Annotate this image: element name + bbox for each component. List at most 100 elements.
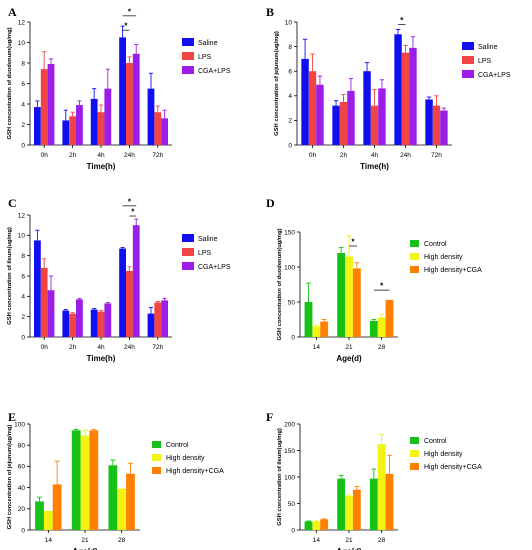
panel-letter: C	[8, 196, 17, 210]
panel-letter: E	[8, 410, 16, 424]
bar	[90, 98, 98, 145]
bar	[369, 478, 378, 530]
bar	[147, 313, 155, 337]
y-axis-label: GSH concentration of jejunum(ug/mg)	[274, 31, 280, 136]
y-tick-label: 80	[18, 443, 26, 450]
y-tick-label: 2	[288, 118, 292, 125]
legend-swatch	[182, 38, 194, 46]
bar	[119, 37, 126, 145]
y-tick-label: 6	[21, 273, 25, 280]
legend-swatch	[410, 266, 419, 273]
y-tick-label: 200	[284, 421, 295, 428]
panel-letter: A	[8, 5, 17, 19]
panel-b: B 0 2 4 6 8 10 GSH concentration of jejunum(ug/…	[266, 5, 511, 171]
x-tick-label: 24h	[124, 152, 135, 159]
legend-swatch	[410, 450, 419, 457]
significance-star: *	[131, 208, 135, 217]
y-tick-label: 60	[18, 464, 26, 471]
y-tick-label: 10	[18, 40, 26, 47]
y-tick-label: 40	[18, 485, 26, 492]
y-axis-label: GSH concentration of duodenum(ug/mg)	[7, 27, 13, 139]
significance-star: *	[351, 238, 355, 247]
y-tick-label: 50	[288, 501, 296, 508]
y-tick-label: 4	[288, 93, 292, 100]
legend-swatch	[410, 463, 419, 470]
panel-letter: F	[266, 410, 273, 424]
x-tick-label: 24h	[400, 152, 411, 159]
y-axis-label: GSH concentration of ileum(ug/mg)	[277, 428, 283, 526]
bar	[33, 240, 41, 337]
bar	[76, 299, 83, 337]
bar	[347, 90, 355, 145]
legend-swatch	[182, 52, 194, 60]
legend-label: High density+CGA	[166, 468, 224, 475]
legend-swatch	[152, 454, 161, 461]
legend-swatch	[462, 56, 474, 64]
panel-letter: D	[266, 196, 275, 210]
bar	[71, 430, 81, 530]
x-tick-label: 14	[313, 537, 321, 544]
x-tick-label: 0h	[41, 152, 49, 159]
bar	[401, 52, 410, 145]
legend-swatch	[182, 234, 194, 242]
bar	[337, 253, 346, 337]
y-tick-label: 6	[21, 81, 25, 88]
y-tick-label: 0	[288, 142, 292, 149]
bar	[90, 309, 98, 337]
legend-label: Saline	[198, 40, 218, 47]
legend-swatch	[182, 248, 194, 256]
bar	[35, 501, 44, 530]
y-tick-label: 2	[21, 314, 25, 321]
x-tick-label: 14	[313, 344, 321, 351]
y-tick-label: 10	[18, 233, 26, 240]
bar	[308, 71, 317, 145]
legend-label: LPS	[478, 58, 492, 65]
legend-label: CGA+LPS	[198, 68, 231, 75]
significance-star: *	[380, 282, 384, 291]
x-tick-label: 72h	[152, 152, 163, 159]
y-tick-label: 20	[18, 506, 26, 513]
bar	[104, 88, 112, 145]
x-axis-label: Age(d)	[336, 354, 362, 363]
bar	[425, 99, 433, 145]
y-tick-label: 8	[21, 253, 25, 260]
y-tick-label: 0	[291, 527, 295, 534]
bar	[339, 101, 348, 145]
x-axis-label: Age(d)	[72, 547, 98, 550]
legend-label: Saline	[198, 236, 218, 243]
bar	[147, 88, 155, 145]
legend-label: Saline	[478, 44, 498, 51]
x-tick-label: 24h	[124, 344, 135, 351]
bar	[337, 478, 346, 530]
bar	[117, 488, 127, 530]
bar	[440, 110, 448, 145]
x-tick-label: 28	[378, 537, 386, 544]
bar	[345, 256, 353, 337]
y-axis-label: GSH concentration of jejunum(ug/mg)	[7, 425, 13, 530]
y-tick-label: 8	[21, 60, 25, 67]
legend-swatch	[182, 66, 194, 74]
bar	[316, 84, 324, 145]
bar	[97, 311, 105, 337]
bar	[394, 34, 402, 145]
x-tick-label: 14	[45, 537, 53, 544]
bar	[43, 510, 53, 530]
x-axis-label: Age(d)	[336, 547, 362, 550]
bar	[409, 47, 417, 145]
x-axis-label: Time(h)	[87, 162, 116, 171]
panel-letter: B	[266, 5, 274, 19]
bar	[432, 105, 441, 145]
bar	[161, 118, 169, 145]
bar	[104, 303, 112, 337]
bar	[52, 484, 62, 530]
legend-swatch	[152, 441, 161, 448]
legend-label: LPS	[198, 250, 212, 257]
significance-star: *	[128, 7, 132, 16]
x-tick-label: 4h	[97, 344, 105, 351]
bar	[301, 58, 309, 145]
bar	[125, 63, 133, 145]
x-tick-label: 72h	[431, 152, 442, 159]
legend-label: High density	[424, 254, 463, 261]
bar	[69, 313, 77, 337]
significance-star: *	[124, 22, 128, 31]
